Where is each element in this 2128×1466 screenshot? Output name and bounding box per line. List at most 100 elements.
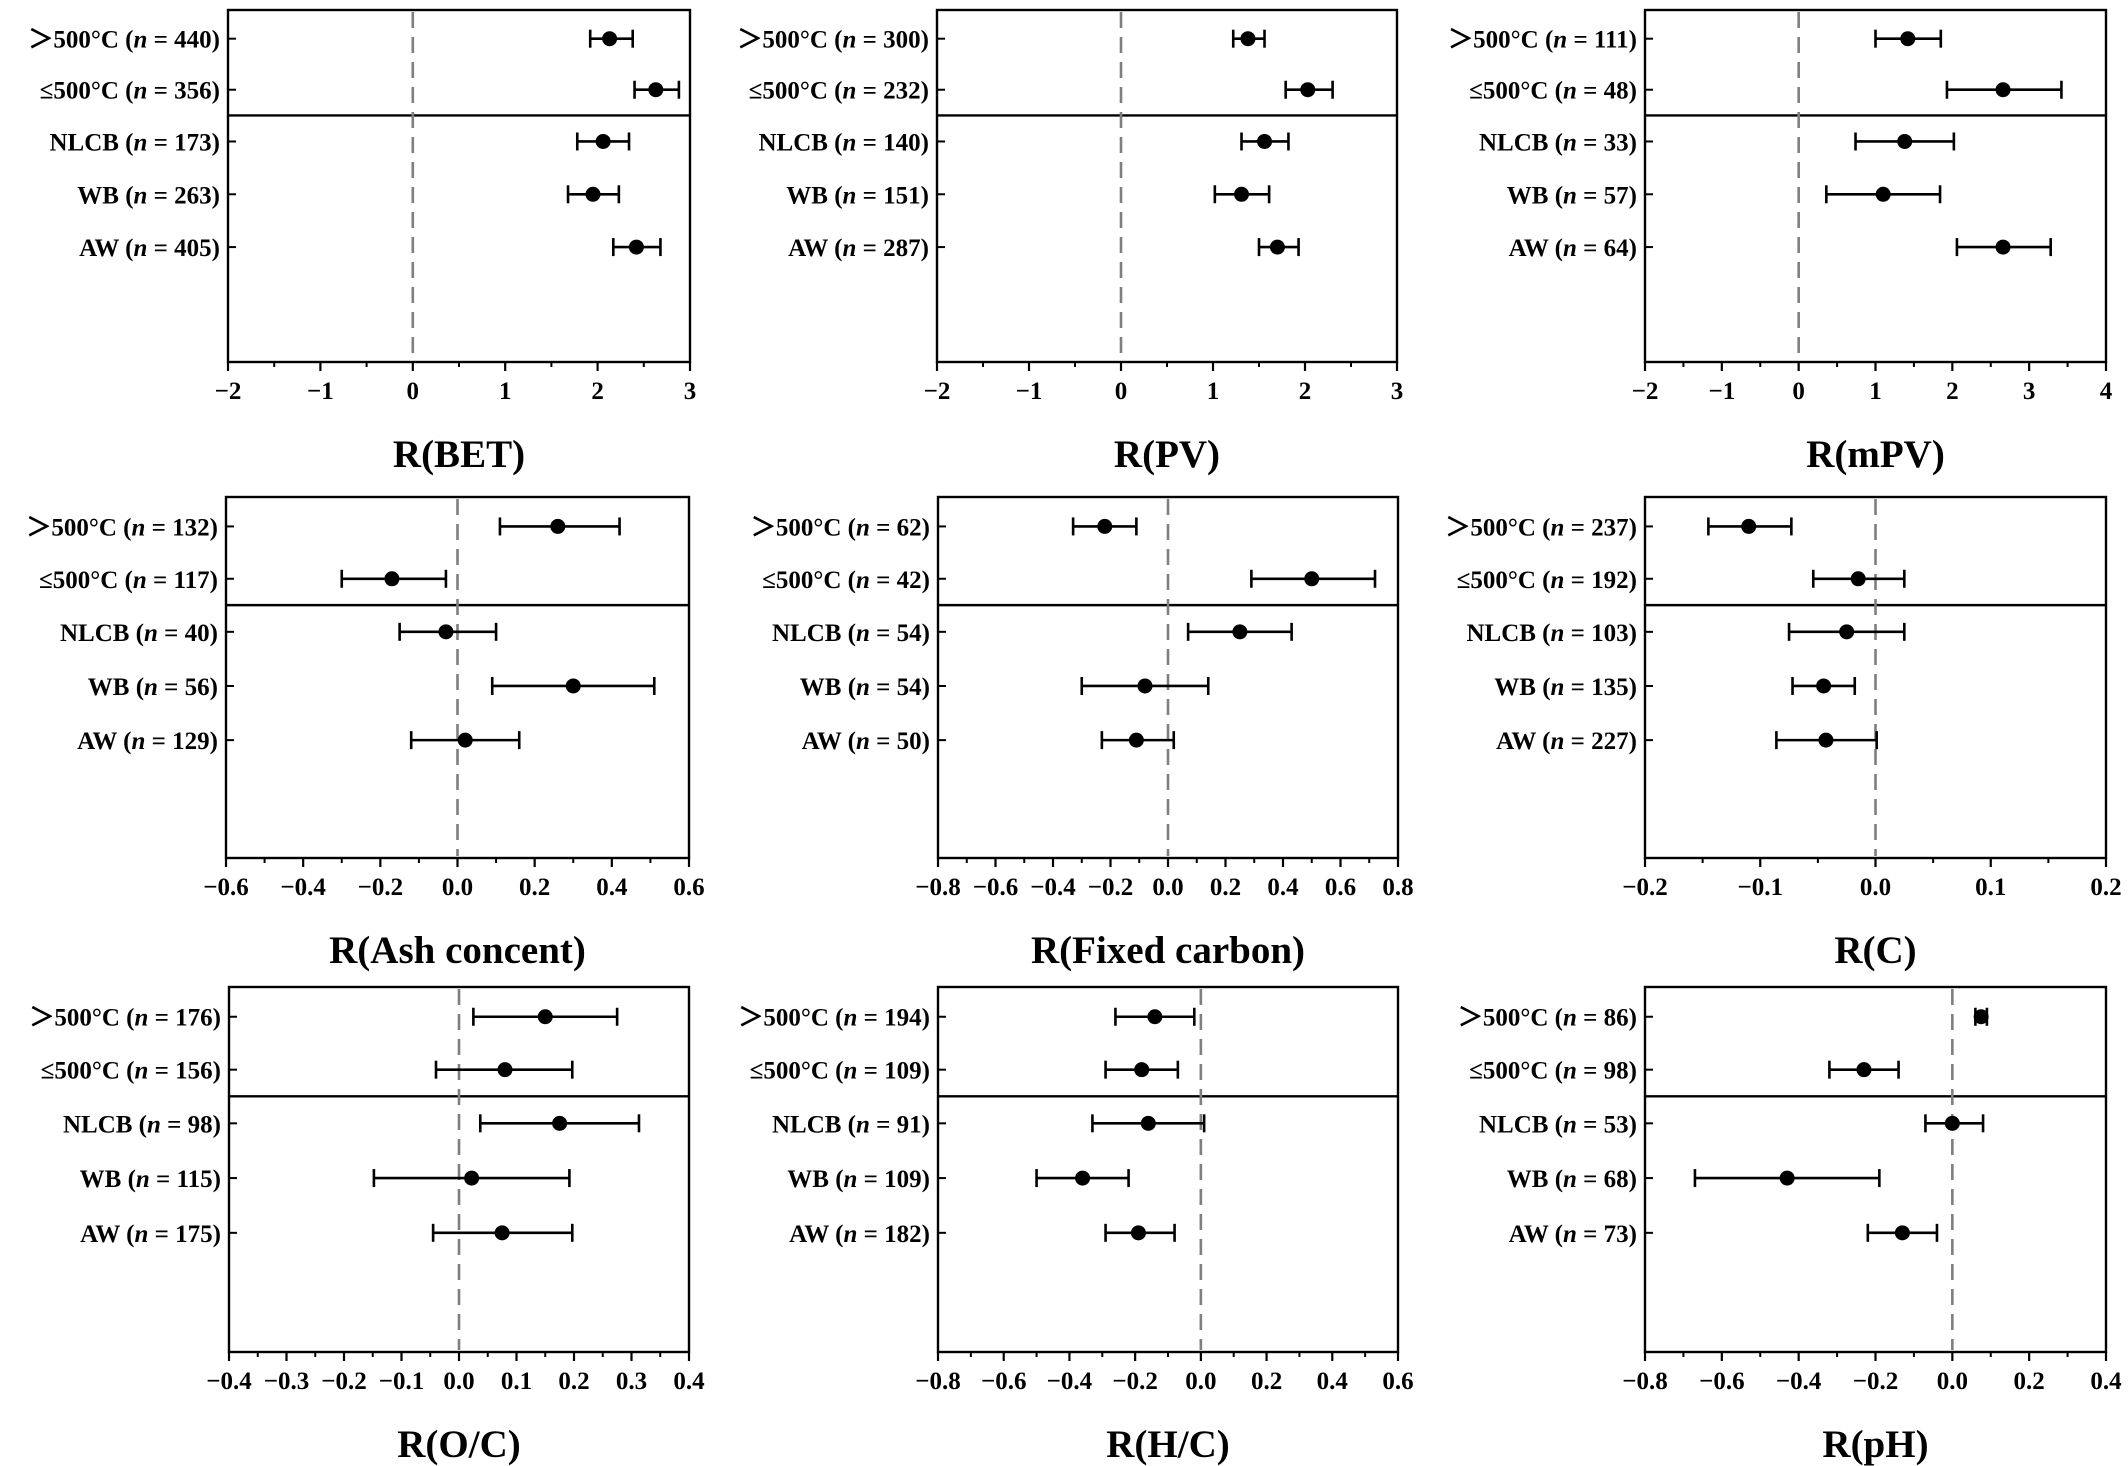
mean-point <box>1995 82 2011 98</box>
group-label: AW (n = 50) <box>802 728 930 755</box>
x-axis-title: R(O/C) <box>397 1423 520 1466</box>
mean-point <box>464 1170 480 1186</box>
x-tick-label: −0.6 <box>973 874 1019 901</box>
mean-point <box>565 678 581 694</box>
x-tick-label: 0.2 <box>2014 1368 2045 1395</box>
group-label: WB (n = 68) <box>1507 1166 1637 1193</box>
mean-point <box>1232 624 1248 640</box>
x-tick-label: 0.4 <box>2090 1368 2122 1395</box>
x-tick-label: 0 <box>407 378 420 405</box>
group-label: ＞500°C (n = 132) <box>26 514 218 541</box>
group-label: AW (n = 287) <box>788 235 929 262</box>
x-tick-label: 0.2 <box>1210 874 1241 901</box>
group-label: WB (n = 115) <box>80 1166 221 1193</box>
forest-panel: −2 −1 0 1 2 3 R(BET) ＞500°C (n = 440) ≤500°C (n … <box>28 8 697 476</box>
group-label: ＞500°C (n = 62) <box>751 514 930 541</box>
group-label: ≤500°C (n = 117) <box>39 567 218 594</box>
mean-point <box>494 1225 510 1241</box>
forest-panel: −0.8 −0.6 −0.4 −0.2 0.0 0.2 0.4 0.6 R(H/C) ＞500°C… <box>738 985 1414 1466</box>
group-label: ＞500°C (n = 86) <box>1458 1005 1637 1032</box>
x-axis-title: R(Ash concent) <box>329 929 586 972</box>
group-label: NLCB (n = 33) <box>1479 129 1637 156</box>
group-label: AW (n = 129) <box>77 728 218 755</box>
forest-panel: −0.4 −0.3 −0.2 −0.1 0.0 0.1 0.2 0.3 0.4 R(O/C) ＞50… <box>29 985 705 1466</box>
mean-point <box>1300 82 1316 98</box>
mean-point <box>1304 571 1320 587</box>
mean-point <box>1257 133 1273 149</box>
mean-point <box>1234 186 1250 202</box>
mean-point <box>552 1115 568 1131</box>
mean-point <box>1897 133 1913 149</box>
group-label: NLCB (n = 54) <box>772 620 930 647</box>
x-tick-label: 0.8 <box>1382 874 1413 901</box>
forest-panel: −2 −1 0 1 2 3 4 R(mPV) ＞500°C (n = 111) ≤500°C (n… <box>1448 8 2113 476</box>
x-tick-label: 0.0 <box>1185 1368 1216 1395</box>
mean-point <box>602 31 618 47</box>
mean-point <box>1097 518 1113 534</box>
mean-point <box>1944 1115 1960 1131</box>
x-tick-label: −0.4 <box>1047 1368 1093 1395</box>
group-label: ＞500°C (n = 111) <box>1448 27 1637 54</box>
mean-point <box>537 1009 553 1025</box>
x-tick-label: 0.6 <box>1325 874 1356 901</box>
group-label: WB (n = 151) <box>786 182 929 209</box>
group-label: NLCB (n = 173) <box>49 129 220 156</box>
x-axis-title: R(BET) <box>393 433 525 476</box>
x-tick-label: 1 <box>1207 378 1220 405</box>
x-tick-label: −2 <box>215 378 242 405</box>
group-label: ≤500°C (n = 356) <box>40 78 220 105</box>
x-tick-label: −0.2 <box>1088 874 1134 901</box>
x-tick-label: 0.2 <box>519 874 550 901</box>
group-label: ＞500°C (n = 300) <box>737 27 929 54</box>
group-label: NLCB (n = 98) <box>63 1111 221 1138</box>
group-label: ≤500°C (n = 156) <box>41 1058 221 1085</box>
x-tick-label: −0.3 <box>264 1368 310 1395</box>
x-tick-label: 0.0 <box>442 874 473 901</box>
mean-point <box>1269 239 1285 255</box>
x-axis-title: R(mPV) <box>1806 433 1945 476</box>
mean-point <box>1137 678 1153 694</box>
mean-point <box>1818 732 1834 748</box>
group-label: ＞500°C (n = 176) <box>29 1005 221 1032</box>
mean-point <box>1816 678 1832 694</box>
x-tick-label: −0.1 <box>379 1368 425 1395</box>
x-tick-label: 3 <box>1391 378 1404 405</box>
x-axis-title: R(PV) <box>1114 433 1220 476</box>
x-axis-title: R(Fixed carbon) <box>1031 929 1305 972</box>
x-tick-label: 0 <box>1792 378 1805 405</box>
group-label: AW (n = 73) <box>1509 1221 1637 1248</box>
x-tick-label: 2 <box>1946 378 1959 405</box>
x-tick-label: 0.2 <box>1251 1368 1282 1395</box>
mean-point <box>1875 186 1891 202</box>
x-tick-label: 0.4 <box>596 874 628 901</box>
mean-point <box>457 732 473 748</box>
x-tick-label: −0.1 <box>1738 874 1784 901</box>
x-axis-title: R(pH) <box>1822 1423 1928 1466</box>
mean-point <box>1900 31 1916 47</box>
mean-point <box>1075 1170 1091 1186</box>
x-tick-label: 0.6 <box>1382 1368 1413 1395</box>
group-label: AW (n = 227) <box>1496 728 1637 755</box>
x-tick-label: −0.6 <box>981 1368 1027 1395</box>
x-tick-label: 0.0 <box>443 1368 474 1395</box>
mean-point <box>1995 239 2011 255</box>
mean-point <box>1779 1170 1795 1186</box>
group-label: ≤500°C (n = 232) <box>749 78 929 105</box>
x-tick-label: 2 <box>591 378 604 405</box>
mean-point <box>438 624 454 640</box>
x-tick-label: 3 <box>684 378 697 405</box>
x-tick-label: 0.4 <box>1267 874 1299 901</box>
mean-point <box>595 133 611 149</box>
mean-point <box>1140 1115 1156 1131</box>
group-label: WB (n = 263) <box>77 182 220 209</box>
group-label: ≤500°C (n = 109) <box>750 1058 930 1085</box>
group-label: ＞500°C (n = 237) <box>1445 514 1637 541</box>
x-tick-label: −0.6 <box>203 874 249 901</box>
x-tick-label: −2 <box>1632 378 1659 405</box>
group-label: NLCB (n = 91) <box>772 1111 930 1138</box>
x-axis-title: R(C) <box>1834 929 1916 972</box>
x-tick-label: 0.3 <box>616 1368 647 1395</box>
x-tick-label: 0 <box>1115 378 1128 405</box>
x-tick-label: −0.2 <box>1853 1368 1899 1395</box>
